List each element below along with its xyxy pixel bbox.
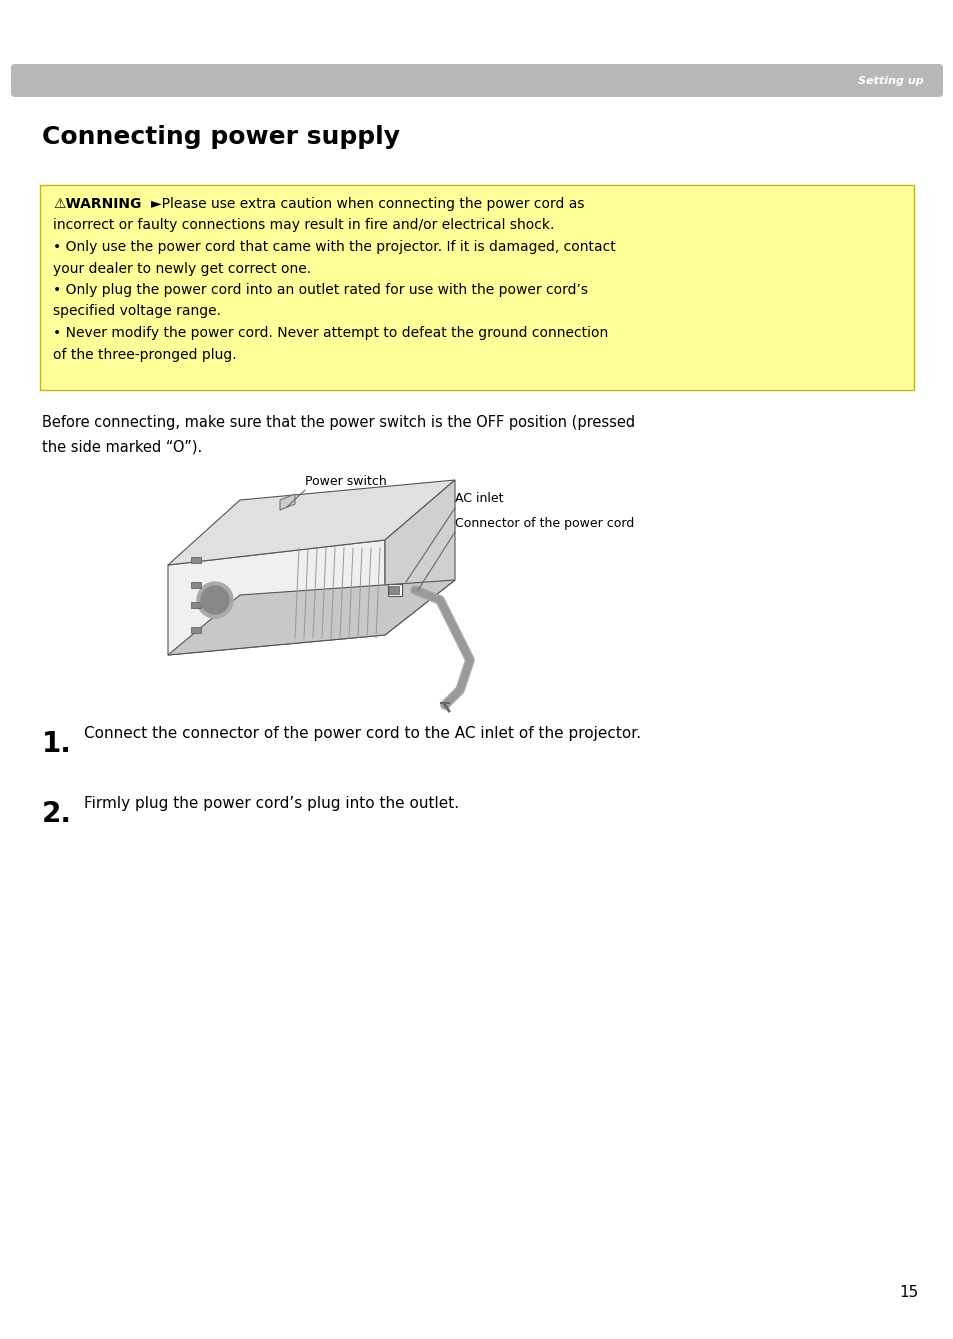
- Polygon shape: [168, 540, 385, 655]
- Text: 1.: 1.: [42, 730, 71, 758]
- Text: specified voltage range.: specified voltage range.: [53, 304, 221, 319]
- Text: 15: 15: [899, 1285, 918, 1300]
- Text: Power switch: Power switch: [305, 475, 386, 487]
- Text: AC inlet: AC inlet: [455, 491, 503, 505]
- Polygon shape: [385, 479, 455, 635]
- Text: ⚠WARNING: ⚠WARNING: [53, 197, 141, 212]
- Text: Connector of the power cord: Connector of the power cord: [455, 517, 634, 530]
- Text: • Only use the power cord that came with the projector. If it is damaged, contac: • Only use the power cord that came with…: [53, 240, 615, 254]
- FancyBboxPatch shape: [40, 185, 913, 390]
- Text: ►Please use extra caution when connecting the power cord as: ►Please use extra caution when connectin…: [151, 197, 584, 212]
- FancyBboxPatch shape: [389, 586, 398, 595]
- FancyBboxPatch shape: [11, 64, 942, 96]
- FancyBboxPatch shape: [191, 603, 201, 608]
- FancyBboxPatch shape: [191, 582, 201, 588]
- Polygon shape: [168, 479, 455, 565]
- Text: of the three-pronged plug.: of the three-pronged plug.: [53, 348, 236, 362]
- Text: • Never modify the power cord. Never attempt to defeat the ground connection: • Never modify the power cord. Never att…: [53, 325, 608, 340]
- Text: Connecting power supply: Connecting power supply: [42, 125, 399, 149]
- FancyBboxPatch shape: [191, 557, 201, 562]
- Circle shape: [196, 582, 233, 619]
- Polygon shape: [280, 494, 294, 510]
- Text: Connect the connector of the power cord to the AC inlet of the projector.: Connect the connector of the power cord …: [84, 726, 640, 740]
- Circle shape: [201, 586, 229, 615]
- Text: your dealer to newly get correct one.: your dealer to newly get correct one.: [53, 261, 311, 276]
- Polygon shape: [168, 580, 455, 655]
- FancyBboxPatch shape: [191, 627, 201, 633]
- FancyBboxPatch shape: [388, 584, 401, 596]
- Text: Setting up: Setting up: [858, 75, 923, 86]
- Text: Before connecting, make sure that the power switch is the OFF position (pressed: Before connecting, make sure that the po…: [42, 415, 635, 430]
- Text: the side marked “O”).: the side marked “O”).: [42, 441, 202, 455]
- Text: 2.: 2.: [42, 799, 71, 828]
- Text: incorrect or faulty connections may result in fire and/or electrical shock.: incorrect or faulty connections may resu…: [53, 218, 554, 233]
- Text: • Only plug the power cord into an outlet rated for use with the power cord’s: • Only plug the power cord into an outle…: [53, 283, 587, 297]
- Text: Firmly plug the power cord’s plug into the outlet.: Firmly plug the power cord’s plug into t…: [84, 795, 458, 811]
